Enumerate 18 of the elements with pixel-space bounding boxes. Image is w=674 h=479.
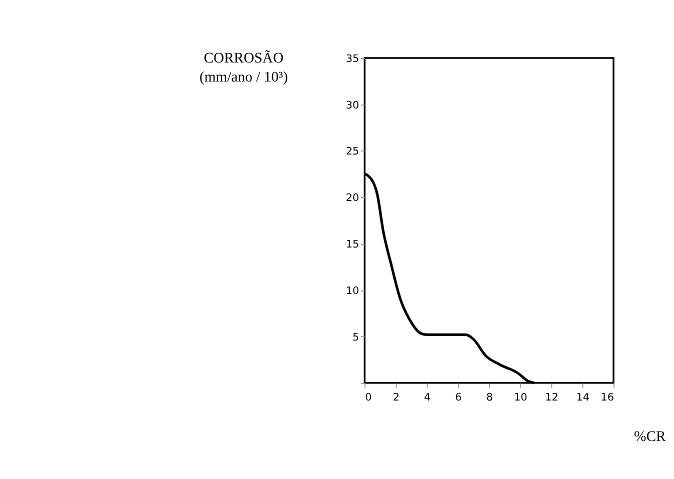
y-tick-label: 5 [352,331,360,344]
x-axis-title: %CR [634,429,666,446]
y-tick-label: 30 [346,99,360,112]
y-tick-label: 25 [346,146,360,158]
x-tick-label: 16 [600,392,614,404]
y-axis-title: CORROSÃO (mm/ano / 10³) [200,49,288,86]
x-tick-label: 0 [365,392,372,404]
x-tick-label: 2 [392,392,400,404]
x-tick-label: 8 [486,392,493,404]
x-tick-label: 14 [576,392,590,404]
y-tick-label: 10 [346,284,360,297]
x-tick-label: 10 [514,392,528,404]
x-tick-label: 6 [455,392,462,404]
x-tick-label: 4 [424,392,431,404]
x-tick-label: 12 [545,392,558,404]
y-tick-label: 20 [346,192,360,204]
y-tick-label: 35 [346,52,360,65]
y-tick-label: 15 [346,238,360,251]
